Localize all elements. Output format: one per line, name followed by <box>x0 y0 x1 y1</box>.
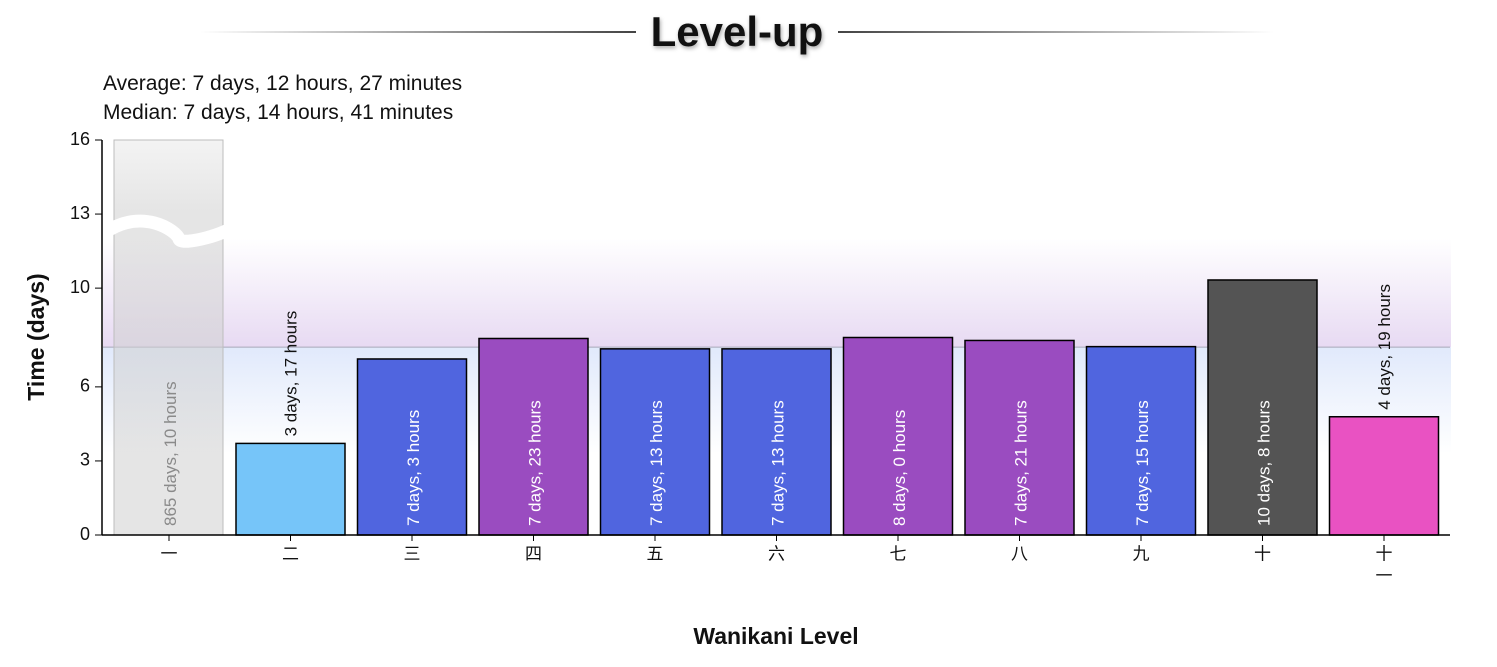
x-tick-label: 八 <box>1011 544 1028 563</box>
x-tick-label: 十 <box>1376 544 1393 563</box>
x-tick-label: 六 <box>768 544 785 563</box>
bar-value-label: 8 days, 0 hours <box>890 410 909 526</box>
x-tick-label: 五 <box>647 544 664 563</box>
x-axis-label: Wanikani Level <box>693 623 858 649</box>
chart-title: Level-up <box>650 8 824 55</box>
bar-value-label: 7 days, 21 hours <box>1012 400 1031 526</box>
axis-break-mark <box>100 214 240 248</box>
x-tick-label: 九 <box>1133 544 1150 563</box>
y-tick-label: 6 <box>80 376 90 396</box>
y-tick-label: 10 <box>70 277 90 297</box>
y-tick-label: 16 <box>70 129 90 149</box>
bar <box>1328 415 1440 536</box>
y-tick-label: 0 <box>80 524 90 544</box>
bar-value-label: 7 days, 13 hours <box>647 400 666 526</box>
bar-value-label: 7 days, 13 hours <box>769 400 788 526</box>
bar <box>964 339 1075 536</box>
x-tick-label: 二 <box>282 544 299 563</box>
bar-value-label: 7 days, 3 hours <box>404 410 423 526</box>
x-tick-label: 十 <box>1254 544 1271 563</box>
bar <box>113 139 224 536</box>
x-tick-label: 三 <box>404 544 421 563</box>
bar <box>1085 345 1197 536</box>
bar-value-label: 7 days, 15 hours <box>1133 400 1152 526</box>
bar <box>599 348 711 536</box>
bar <box>1207 279 1318 536</box>
bar-value-label: 10 days, 8 hours <box>1255 400 1274 526</box>
average-stat: Average: 7 days, 12 hours, 27 minutes <box>103 72 463 95</box>
title-rule-left <box>200 31 636 33</box>
bar <box>235 442 346 536</box>
y-tick-label: 3 <box>80 450 90 470</box>
x-tick-label: 一 <box>1376 566 1393 585</box>
x-tick-label: 一 <box>161 544 178 563</box>
bar <box>478 337 589 536</box>
bar-value-label: 4 days, 19 hours <box>1375 284 1394 410</box>
median-stat: Median: 7 days, 14 hours, 41 minutes <box>103 101 454 124</box>
bar <box>842 336 954 536</box>
title-rule-right <box>838 31 1274 33</box>
x-tick-label: 四 <box>525 544 542 563</box>
y-tick-label: 13 <box>70 203 90 223</box>
bar-value-label: 3 days, 17 hours <box>282 311 301 437</box>
bar-value-label: 865 days, 10 hours <box>161 381 180 526</box>
x-tick-label: 七 <box>890 544 907 563</box>
title-row: Level-up <box>0 0 1497 62</box>
bar-value-label: 7 days, 23 hours <box>526 400 545 526</box>
y-axis-label: Time (days) <box>23 273 49 400</box>
bar <box>356 358 468 536</box>
